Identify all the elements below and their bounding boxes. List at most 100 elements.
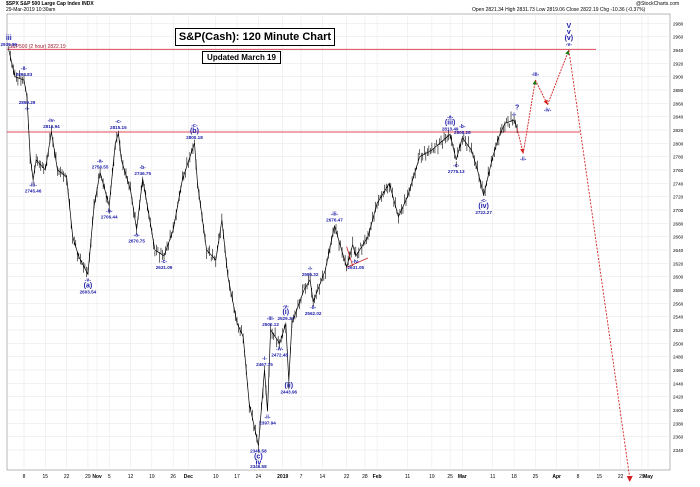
- wave-label-36: 2500.13: [262, 322, 279, 327]
- wave-label-13: 2756.55: [92, 164, 109, 169]
- wave-label-35: 2397.94: [259, 420, 276, 425]
- wave-label-1: iii: [6, 35, 12, 42]
- y-tick-label-1: 2360: [673, 435, 684, 440]
- y-tick-label-24: 2820: [673, 128, 684, 133]
- wave-label-0: 2939.86: [0, 42, 17, 47]
- wave-label-63: -i-: [512, 112, 517, 118]
- projection-arrowhead-3: [565, 50, 570, 55]
- x-tick-label-1: 15: [43, 474, 49, 480]
- x-tick-label-17: 28: [362, 474, 368, 480]
- resistance-label: S&P500 (2 hour) 2822.19: [9, 44, 66, 50]
- wave-label-56: -c-: [453, 163, 459, 169]
- wave-label-21: 2746.75: [134, 171, 151, 176]
- x-tick-label-25: 25: [533, 474, 539, 480]
- wave-label-40: -v-: [283, 304, 289, 310]
- wave-label-57: 2775.13: [448, 169, 465, 174]
- y-tick-label-20: 2740: [673, 181, 684, 186]
- y-tick-label-29: 2920: [673, 61, 684, 66]
- y-tick-label-22: 2780: [673, 155, 684, 160]
- wave-label-18: -c-: [115, 119, 121, 125]
- wave-label-64: ?: [515, 104, 519, 111]
- y-tick-label-12: 2580: [673, 288, 684, 293]
- wave-label-43: (ii): [285, 383, 294, 390]
- x-tick-label-15: 14: [320, 474, 326, 480]
- y-tick-label-21: 2760: [673, 168, 684, 173]
- wave-label-39: (i): [282, 309, 289, 316]
- x-tick-label-30: 29: [639, 474, 645, 480]
- wave-label-12: 2603.54: [80, 289, 97, 294]
- wave-label-62: 2722.27: [475, 210, 492, 215]
- projection-drop-arrowhead: [626, 476, 633, 482]
- wave-label-7: 2745.46: [25, 189, 42, 194]
- wave-label-27: -c-: [191, 123, 197, 129]
- x-tick-label-13: 2019: [277, 474, 288, 480]
- wave-label-69: (v): [565, 35, 574, 42]
- wave-label-66: -iii-: [532, 72, 540, 78]
- y-tick-label-23: 2800: [673, 141, 684, 146]
- x-tick-label-20: 19: [429, 474, 435, 480]
- wave-label-44: 2443.96: [281, 390, 298, 395]
- diagonal-mark-0: [346, 257, 369, 268]
- wave-label-17: 2815.15: [110, 125, 127, 130]
- wave-label-6: -iii-: [29, 183, 37, 189]
- y-tick-label-28: 2900: [673, 75, 684, 80]
- wave-label-71: V: [567, 23, 572, 30]
- x-tick-label-27: 8: [577, 474, 580, 480]
- y-tick-label-9: 2520: [673, 328, 684, 333]
- x-tick-label-31: May: [643, 474, 653, 480]
- y-tick-label-6: 2460: [673, 368, 684, 373]
- wave-label-47: -ii-: [310, 305, 316, 311]
- wave-label-26: (b): [190, 128, 199, 135]
- y-tick-label-0: 2340: [673, 448, 684, 453]
- x-tick-label-2: 22: [64, 474, 70, 480]
- wave-label-5: -i-: [25, 106, 30, 112]
- y-tick-label-13: 2600: [673, 275, 684, 280]
- y-tick-label-19: 2720: [673, 195, 684, 200]
- stockcharts-brand: @StockCharts.com: [636, 1, 680, 7]
- projection-segment-1: [522, 79, 536, 154]
- wave-label-32: 2467.75: [256, 362, 273, 367]
- wave-label-33: -i-: [262, 356, 267, 362]
- x-tick-label-24: 18: [511, 474, 517, 480]
- x-tick-label-26: Apr: [552, 474, 561, 480]
- wave-label-60: -c-: [481, 198, 487, 204]
- wave-label-70: v: [567, 29, 571, 36]
- chart-date-line: 29-Mar-2019 10:30am: [6, 7, 56, 13]
- wave-label-16: 2706.44: [101, 215, 118, 220]
- wave-label-3: -ii-: [21, 66, 27, 72]
- x-tick-label-4: Nov: [92, 474, 102, 480]
- x-tick-label-5: 5: [108, 474, 111, 480]
- y-tick-label-25: 2840: [673, 115, 684, 120]
- y-tick-label-17: 2680: [673, 221, 684, 226]
- wave-label-65: -ii-: [520, 156, 526, 162]
- y-tick-label-18: 2700: [673, 208, 684, 213]
- y-tick-label-3: 2400: [673, 408, 684, 413]
- projection-segment-2: [534, 79, 548, 105]
- plot-area: [6, 13, 671, 471]
- wave-label-30: iv: [255, 460, 261, 467]
- x-tick-label-3: 29: [85, 474, 91, 480]
- wave-label-61: (iv): [478, 203, 489, 210]
- x-tick-label-19: 11: [405, 474, 410, 480]
- y-tick-label-5: 2440: [673, 381, 684, 386]
- y-tick-label-4: 2420: [673, 395, 684, 400]
- x-tick-label-28: 15: [597, 474, 603, 480]
- wave-label-51: -iv-: [352, 259, 360, 265]
- x-tick-label-16: 22: [344, 474, 350, 480]
- wave-label-53: 2813.49: [442, 126, 459, 131]
- y-tick-label-2: 2380: [673, 421, 684, 426]
- wave-label-38: 2529.37: [277, 316, 294, 321]
- wave-label-10: -v-: [85, 277, 91, 283]
- wave-label-22: -b-: [140, 165, 147, 171]
- wave-label-34: -ii-: [264, 414, 270, 420]
- y-tick-label-10: 2540: [673, 315, 684, 320]
- x-tick-label-18: Feb: [373, 474, 382, 480]
- wave-label-59: -b-: [459, 124, 466, 130]
- y-tick-label-30: 2940: [673, 48, 684, 53]
- diagonal-mark-1: [346, 246, 354, 267]
- wave-label-52: 2631.05: [347, 265, 364, 270]
- x-tick-label-22: Mar: [458, 474, 467, 480]
- wave-label-49: 2676.47: [326, 218, 343, 223]
